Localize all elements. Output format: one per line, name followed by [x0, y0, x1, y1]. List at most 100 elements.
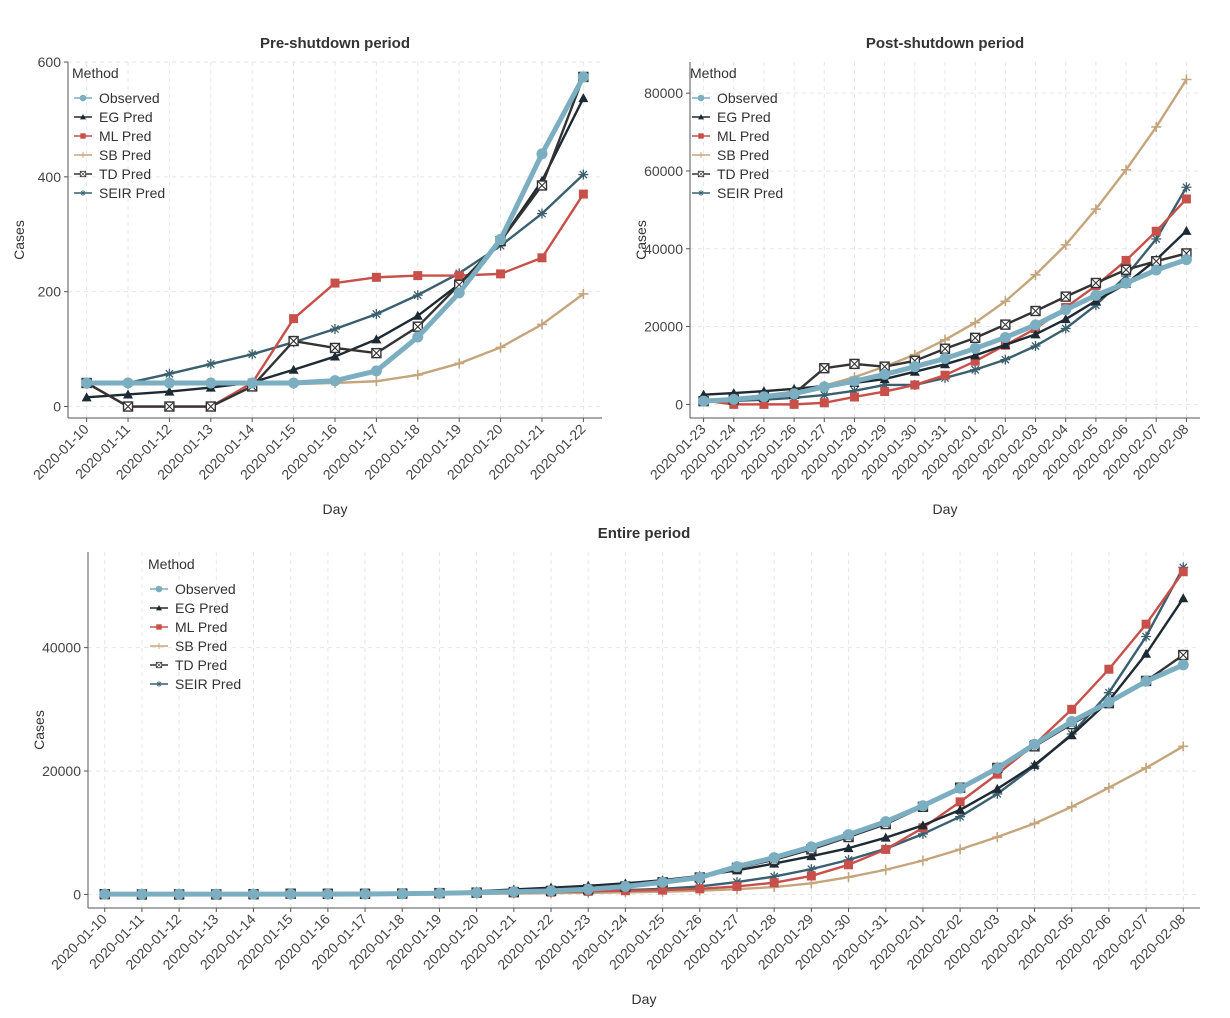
legend-label: SB Pred — [175, 638, 227, 654]
marker-square — [289, 314, 299, 324]
data-point — [992, 783, 1003, 793]
marker-circle — [1150, 264, 1162, 276]
data-point — [1030, 269, 1041, 280]
data-point — [122, 377, 134, 389]
data-point — [371, 347, 382, 359]
data-point — [330, 351, 340, 361]
data-point — [210, 888, 222, 900]
data-point — [657, 876, 669, 888]
marker-circle — [577, 71, 589, 83]
data-point — [1121, 164, 1132, 175]
data-point — [578, 169, 589, 180]
marker-plus — [412, 369, 423, 380]
data-point — [970, 350, 981, 360]
marker-circle — [122, 377, 134, 389]
data-point — [164, 368, 175, 379]
marker-square — [330, 278, 340, 288]
marker-triangle — [1066, 730, 1077, 740]
marker-circle — [731, 861, 743, 873]
series-line — [104, 571, 1185, 896]
marker-triangle — [164, 386, 175, 396]
marker-circle — [917, 800, 929, 812]
marker-square — [732, 881, 742, 891]
data-point — [1178, 649, 1189, 661]
legend-key-marker — [155, 585, 163, 593]
data-point — [849, 392, 859, 402]
marker-star — [79, 190, 86, 197]
legend-entry: EG Pred — [74, 109, 153, 125]
data-point — [940, 334, 950, 345]
legend-entry: ML Pred — [692, 128, 769, 144]
marker-star — [1151, 234, 1162, 245]
marker-circle — [954, 782, 966, 794]
marker-circle — [322, 888, 334, 900]
y-tick-label: 0 — [73, 886, 81, 902]
marker-plus — [970, 317, 981, 328]
marker-triangle — [970, 350, 981, 360]
data-point — [759, 399, 769, 409]
marker-plus — [1060, 239, 1071, 250]
legend-key-marker — [156, 680, 163, 687]
series-line — [104, 566, 1185, 896]
data-point — [329, 375, 341, 387]
marker-box-cross — [156, 662, 162, 668]
marker-star — [806, 864, 817, 875]
data-point — [1178, 741, 1189, 752]
data-point — [970, 317, 981, 328]
marker-square — [1067, 704, 1077, 714]
data-point — [769, 871, 780, 882]
marker-plus — [955, 844, 966, 855]
marker-box-cross — [1121, 264, 1131, 275]
data-point — [205, 401, 217, 412]
marker-star — [1090, 300, 1101, 311]
marker-circle — [818, 381, 830, 393]
marker-square — [1181, 194, 1191, 204]
legend-key-marker — [698, 133, 704, 139]
data-point — [122, 401, 134, 412]
data-point — [1141, 619, 1151, 629]
data-point — [880, 816, 892, 828]
marker-triangle — [371, 334, 382, 344]
marker-plus — [1066, 801, 1077, 812]
marker-plus — [880, 864, 891, 875]
marker-triangle — [156, 605, 162, 611]
marker-triangle — [917, 820, 928, 830]
legend-key-marker — [156, 624, 162, 630]
marker-circle — [329, 375, 341, 387]
legend-label: Observed — [717, 90, 778, 106]
data-point — [578, 189, 588, 199]
marker-circle — [1120, 277, 1132, 289]
legend-key-marker — [698, 152, 705, 159]
marker-circle — [694, 871, 706, 883]
legend-entry: EG Pred — [150, 600, 229, 616]
marker-plus — [1181, 74, 1192, 85]
marker-circle — [136, 888, 148, 900]
data-point — [289, 314, 299, 324]
y-tick-label: 20000 — [644, 319, 683, 335]
data-point — [371, 334, 382, 344]
marker-square — [759, 399, 769, 409]
marker-box-cross — [1060, 291, 1071, 302]
data-point — [879, 379, 890, 390]
legend-label: EG Pred — [175, 600, 229, 616]
data-point — [992, 832, 1003, 843]
data-point — [909, 361, 921, 373]
legend-label: SB Pred — [717, 147, 769, 163]
marker-star — [1060, 323, 1071, 334]
data-point — [495, 233, 507, 245]
x-axis-title: Day — [323, 501, 348, 517]
data-point — [329, 342, 341, 354]
data-point — [848, 375, 860, 387]
data-point — [371, 272, 381, 282]
marker-circle — [657, 876, 669, 888]
data-point — [1060, 314, 1071, 324]
legend-entry: SB Pred — [74, 147, 151, 163]
legend: Method Observed EG Pred ML Pred SB Pred TD Pr… — [690, 65, 783, 201]
marker-circle — [285, 888, 297, 900]
legend-label: SB Pred — [99, 147, 151, 163]
marker-circle — [545, 885, 557, 897]
data-point — [1030, 341, 1041, 352]
data-point — [1141, 631, 1152, 642]
marker-square — [955, 797, 965, 807]
marker-star — [156, 680, 163, 687]
